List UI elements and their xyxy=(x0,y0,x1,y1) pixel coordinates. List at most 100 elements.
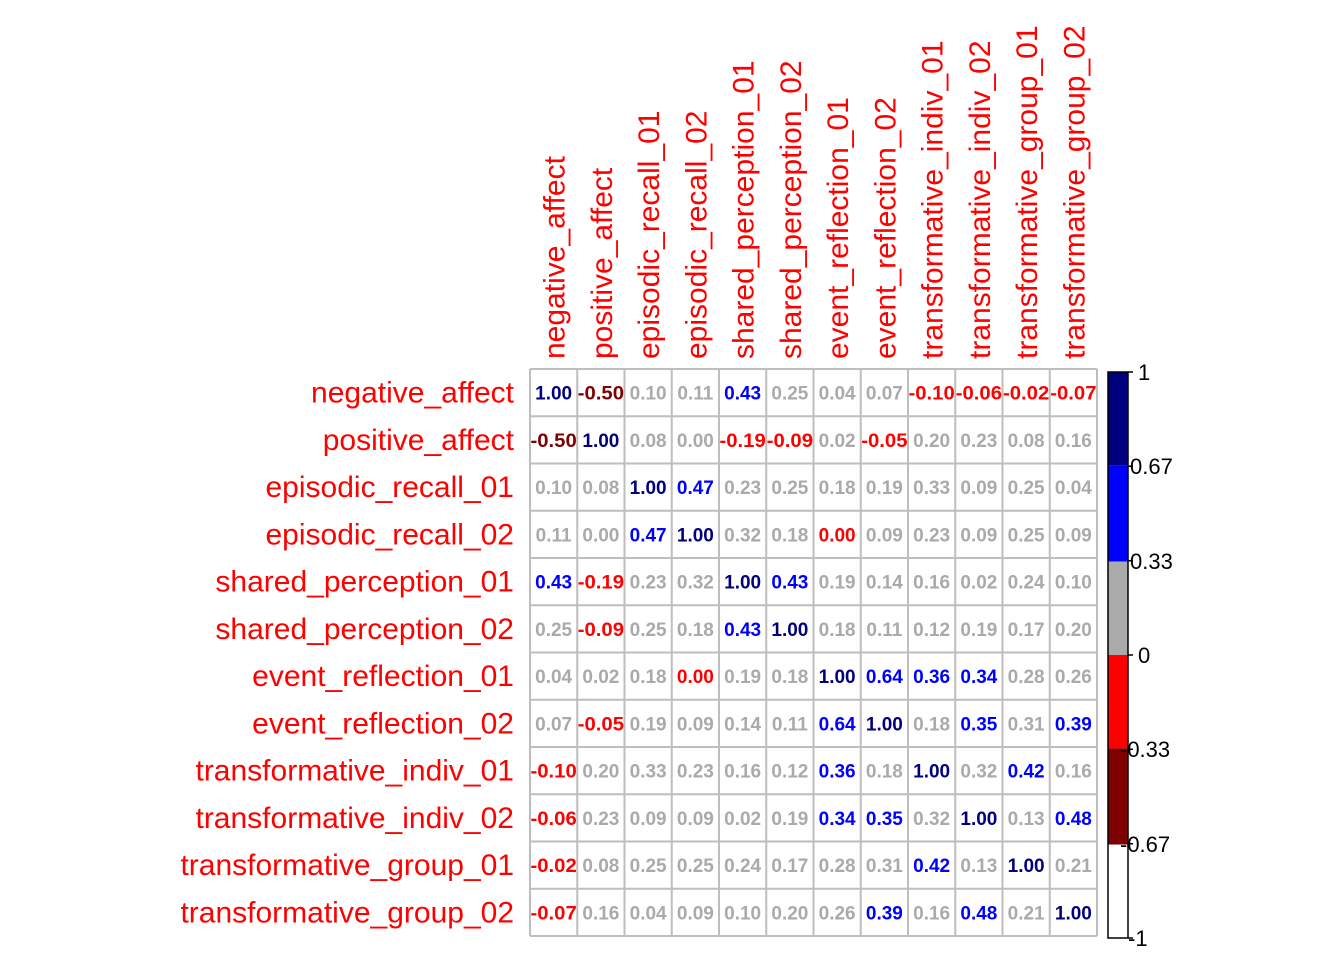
colorbar-tick-label: 0 xyxy=(1138,643,1150,668)
cell-value: 0.21 xyxy=(1008,903,1045,924)
colorbar-bin xyxy=(1108,655,1128,749)
cell-value: 0.12 xyxy=(771,762,808,783)
cell-value: 0.11 xyxy=(677,384,713,405)
cell-value: 0.25 xyxy=(771,478,808,499)
cell-value: 0.25 xyxy=(630,620,667,641)
cell-value: 0.43 xyxy=(535,573,572,594)
cell-value: -0.50 xyxy=(578,384,624,405)
cell-value: 0.20 xyxy=(1055,620,1092,641)
row-label: transformative_indiv_01 xyxy=(195,755,514,788)
cell-value: 0.04 xyxy=(819,384,856,405)
cell-value: -0.19 xyxy=(578,573,624,594)
cell-value: -0.06 xyxy=(531,809,577,830)
colorbar-bin xyxy=(1108,465,1128,562)
cell-value: 1.00 xyxy=(866,714,903,735)
colorbar-bin xyxy=(1108,748,1128,845)
cell-value: 0.17 xyxy=(771,856,808,877)
cell-value: 0.13 xyxy=(960,856,997,877)
cell-value: 0.24 xyxy=(1008,573,1045,594)
cell-value: 0.04 xyxy=(630,903,667,924)
cell-value: 1.00 xyxy=(771,620,808,641)
colorbar-tick-label: -0.33 xyxy=(1120,737,1170,762)
cell-value: 0.64 xyxy=(866,667,903,688)
cell-value: 0.47 xyxy=(630,525,667,546)
cell-value: 0.09 xyxy=(960,478,997,499)
cell-value: 0.09 xyxy=(1055,525,1092,546)
cell-value: 0.02 xyxy=(819,431,856,452)
cell-value: 1.00 xyxy=(582,431,619,452)
cell-value: 0.00 xyxy=(677,431,714,452)
cell-value: 0.23 xyxy=(582,809,619,830)
cell-value: 0.16 xyxy=(913,573,950,594)
cell-value: -0.10 xyxy=(909,384,955,405)
cell-value: -0.09 xyxy=(767,431,813,452)
cell-value: 1.00 xyxy=(913,762,950,783)
cell-values: 1.00 -0.50 0.10 0.11 0.43 0.25 0.04 0.07 -0.10 -0… xyxy=(531,384,1097,925)
row-label: episodic_recall_02 xyxy=(266,518,515,551)
cell-value: -0.02 xyxy=(1003,384,1049,405)
cell-value: 0.09 xyxy=(677,903,714,924)
row-label: positive_affect xyxy=(323,424,515,457)
cell-value: 0.20 xyxy=(582,762,619,783)
cell-value: 0.00 xyxy=(582,525,619,546)
cell-value: 0.25 xyxy=(1008,478,1045,499)
cell-value: 0.25 xyxy=(1008,525,1045,546)
cell-value: 0.28 xyxy=(1008,667,1045,688)
cell-value: 0.02 xyxy=(724,809,761,830)
cell-value: 0.17 xyxy=(1008,620,1045,641)
color-legend: 1 0.67 0.33 0 -0.33 -0.67 -1 xyxy=(1107,360,1173,951)
colorbar-bin xyxy=(1108,561,1128,655)
cell-value: -0.10 xyxy=(531,762,577,783)
cell-value: 0.23 xyxy=(724,478,761,499)
cell-value: 1.00 xyxy=(677,525,714,546)
column-label: episodic_recall_01 xyxy=(633,111,666,360)
cell-value: 0.18 xyxy=(819,620,856,641)
column-label: episodic_recall_02 xyxy=(680,111,713,360)
cell-value: 0.19 xyxy=(866,478,903,499)
cell-value: -0.05 xyxy=(578,714,625,735)
cell-value: 0.09 xyxy=(630,809,667,830)
cell-value: 0.21 xyxy=(1055,856,1092,877)
column-label: shared_perception_01 xyxy=(728,60,761,359)
cell-value: 0.48 xyxy=(1055,809,1092,830)
cell-value: -0.06 xyxy=(956,384,1002,405)
cell-value: 0.32 xyxy=(677,573,714,594)
cell-value: 0.19 xyxy=(630,714,667,735)
column-label: event_reflection_02 xyxy=(869,97,902,359)
colorbar-bin xyxy=(1108,844,1128,938)
cell-value: 0.47 xyxy=(677,478,714,499)
cell-value: 1.00 xyxy=(724,573,761,594)
cell-value: 0.23 xyxy=(630,573,667,594)
column-label: transformative_group_01 xyxy=(1011,25,1044,359)
cell-value: 0.19 xyxy=(960,620,997,641)
cell-value: 0.48 xyxy=(960,903,997,924)
row-label: transformative_indiv_02 xyxy=(195,802,514,835)
cell-value: -0.07 xyxy=(531,903,577,924)
column-label: transformative_group_02 xyxy=(1058,25,1091,359)
cell-value: 0.02 xyxy=(582,667,619,688)
cell-value: 0.28 xyxy=(819,856,856,877)
cell-value: 0.31 xyxy=(866,856,903,877)
colorbar-tick-label: 0.33 xyxy=(1130,549,1173,574)
cell-value: 0.19 xyxy=(819,573,856,594)
cell-value: 1.00 xyxy=(819,667,856,688)
cell-value: 0.64 xyxy=(819,714,856,735)
cell-value: 0.10 xyxy=(630,384,667,405)
cell-value: 0.18 xyxy=(913,714,950,735)
cell-value: 0.07 xyxy=(535,714,572,735)
column-label: transformative_indiv_02 xyxy=(964,40,997,359)
cell-value: 0.43 xyxy=(724,620,761,641)
column-label: event_reflection_01 xyxy=(822,97,855,359)
cell-value: 0.33 xyxy=(913,478,950,499)
row-label: event_reflection_02 xyxy=(252,707,514,740)
cell-value: 0.19 xyxy=(771,809,808,830)
cell-value: 0.18 xyxy=(819,478,856,499)
cell-value: 0.07 xyxy=(866,384,903,405)
cell-value: 0.10 xyxy=(1055,573,1092,594)
cell-value: 0.25 xyxy=(677,856,714,877)
colorbar-tick-label: 1 xyxy=(1138,360,1150,385)
colorbar-tick-label: 0.67 xyxy=(1130,454,1173,479)
cell-value: 0.26 xyxy=(819,903,856,924)
cell-value: 0.25 xyxy=(630,856,667,877)
cell-value: 0.35 xyxy=(866,809,903,830)
